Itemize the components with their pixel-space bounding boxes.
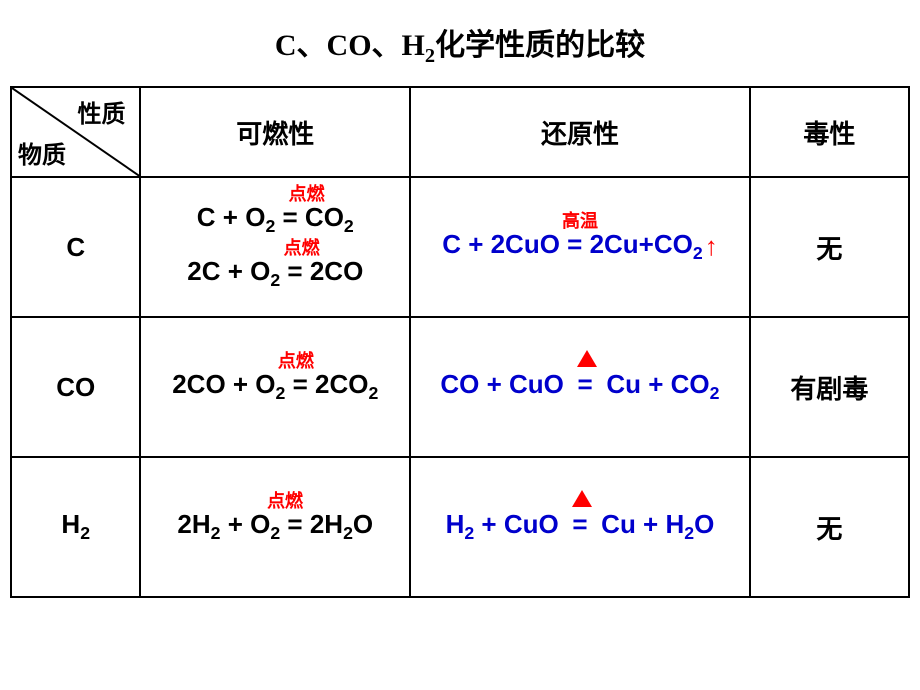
equation: 点燃2CO + O2 = 2CO2	[172, 370, 378, 404]
condition-annotation: 点燃	[267, 492, 303, 512]
combustibility-cell: 点燃2CO + O2 = 2CO2	[140, 317, 410, 457]
header-substance-label: 物质	[18, 135, 66, 170]
equation: H2 + CuO = Cu + H2O	[446, 510, 715, 544]
equation: 点燃2C + O2 = 2CO	[187, 257, 363, 291]
equation: 点燃C + O2 = CO2	[197, 203, 354, 237]
title-sub: 2	[425, 45, 435, 67]
toxicity-cell: 无	[750, 177, 909, 317]
equation: 高温C + 2CuO = 2Cu+CO2↑	[442, 230, 718, 264]
substance-cell: CO	[11, 317, 140, 457]
combustibility-cell: 点燃C + O2 = CO2 点燃2C + O2 = 2CO	[140, 177, 410, 317]
condition-annotation: 点燃	[284, 239, 320, 259]
title-p1: C、CO、H	[275, 29, 425, 62]
heat-triangle-icon	[572, 490, 592, 507]
equation: 点燃2H2 + O2 = 2H2O	[177, 510, 373, 544]
equation: CO + CuO = Cu + CO2	[440, 370, 719, 404]
table-row: CO 点燃2CO + O2 = 2CO2 CO + CuO = Cu + CO2 有剧…	[11, 317, 909, 457]
page-title: C、CO、H2化学性质的比较	[10, 20, 910, 68]
condition-annotation: 点燃	[278, 352, 314, 372]
condition-annotation: 高温	[562, 212, 598, 232]
header-row: 性质 物质 可燃性 还原性 毒性	[11, 87, 909, 177]
toxicity-cell: 无	[750, 457, 909, 597]
title-p2: 化学性质的比较	[435, 29, 645, 62]
heat-triangle-icon	[577, 350, 597, 367]
diagonal-header-cell: 性质 物质	[11, 87, 140, 177]
gas-arrow-icon: ↑	[705, 232, 718, 261]
combustibility-cell: 点燃2H2 + O2 = 2H2O	[140, 457, 410, 597]
header-combustibility: 可燃性	[140, 87, 410, 177]
reducibility-cell: CO + CuO = Cu + CO2	[410, 317, 750, 457]
condition-annotation: 点燃	[289, 185, 325, 205]
reducibility-cell: 高温C + 2CuO = 2Cu+CO2↑	[410, 177, 750, 317]
table-row: C 点燃C + O2 = CO2 点燃2C + O2 = 2CO 高温C + 2CuO…	[11, 177, 909, 317]
toxicity-cell: 有剧毒	[750, 317, 909, 457]
header-reducibility: 还原性	[410, 87, 750, 177]
header-toxicity: 毒性	[750, 87, 909, 177]
table-row: H2 点燃2H2 + O2 = 2H2O H2 + CuO = Cu + H2O 无	[11, 457, 909, 597]
substance-cell: C	[11, 177, 140, 317]
reducibility-cell: H2 + CuO = Cu + H2O	[410, 457, 750, 597]
substance-cell: H2	[11, 457, 140, 597]
header-property-label: 性质	[77, 94, 125, 129]
comparison-table: 性质 物质 可燃性 还原性 毒性 C 点燃C + O2 = CO2 点燃2C + O…	[10, 86, 910, 598]
